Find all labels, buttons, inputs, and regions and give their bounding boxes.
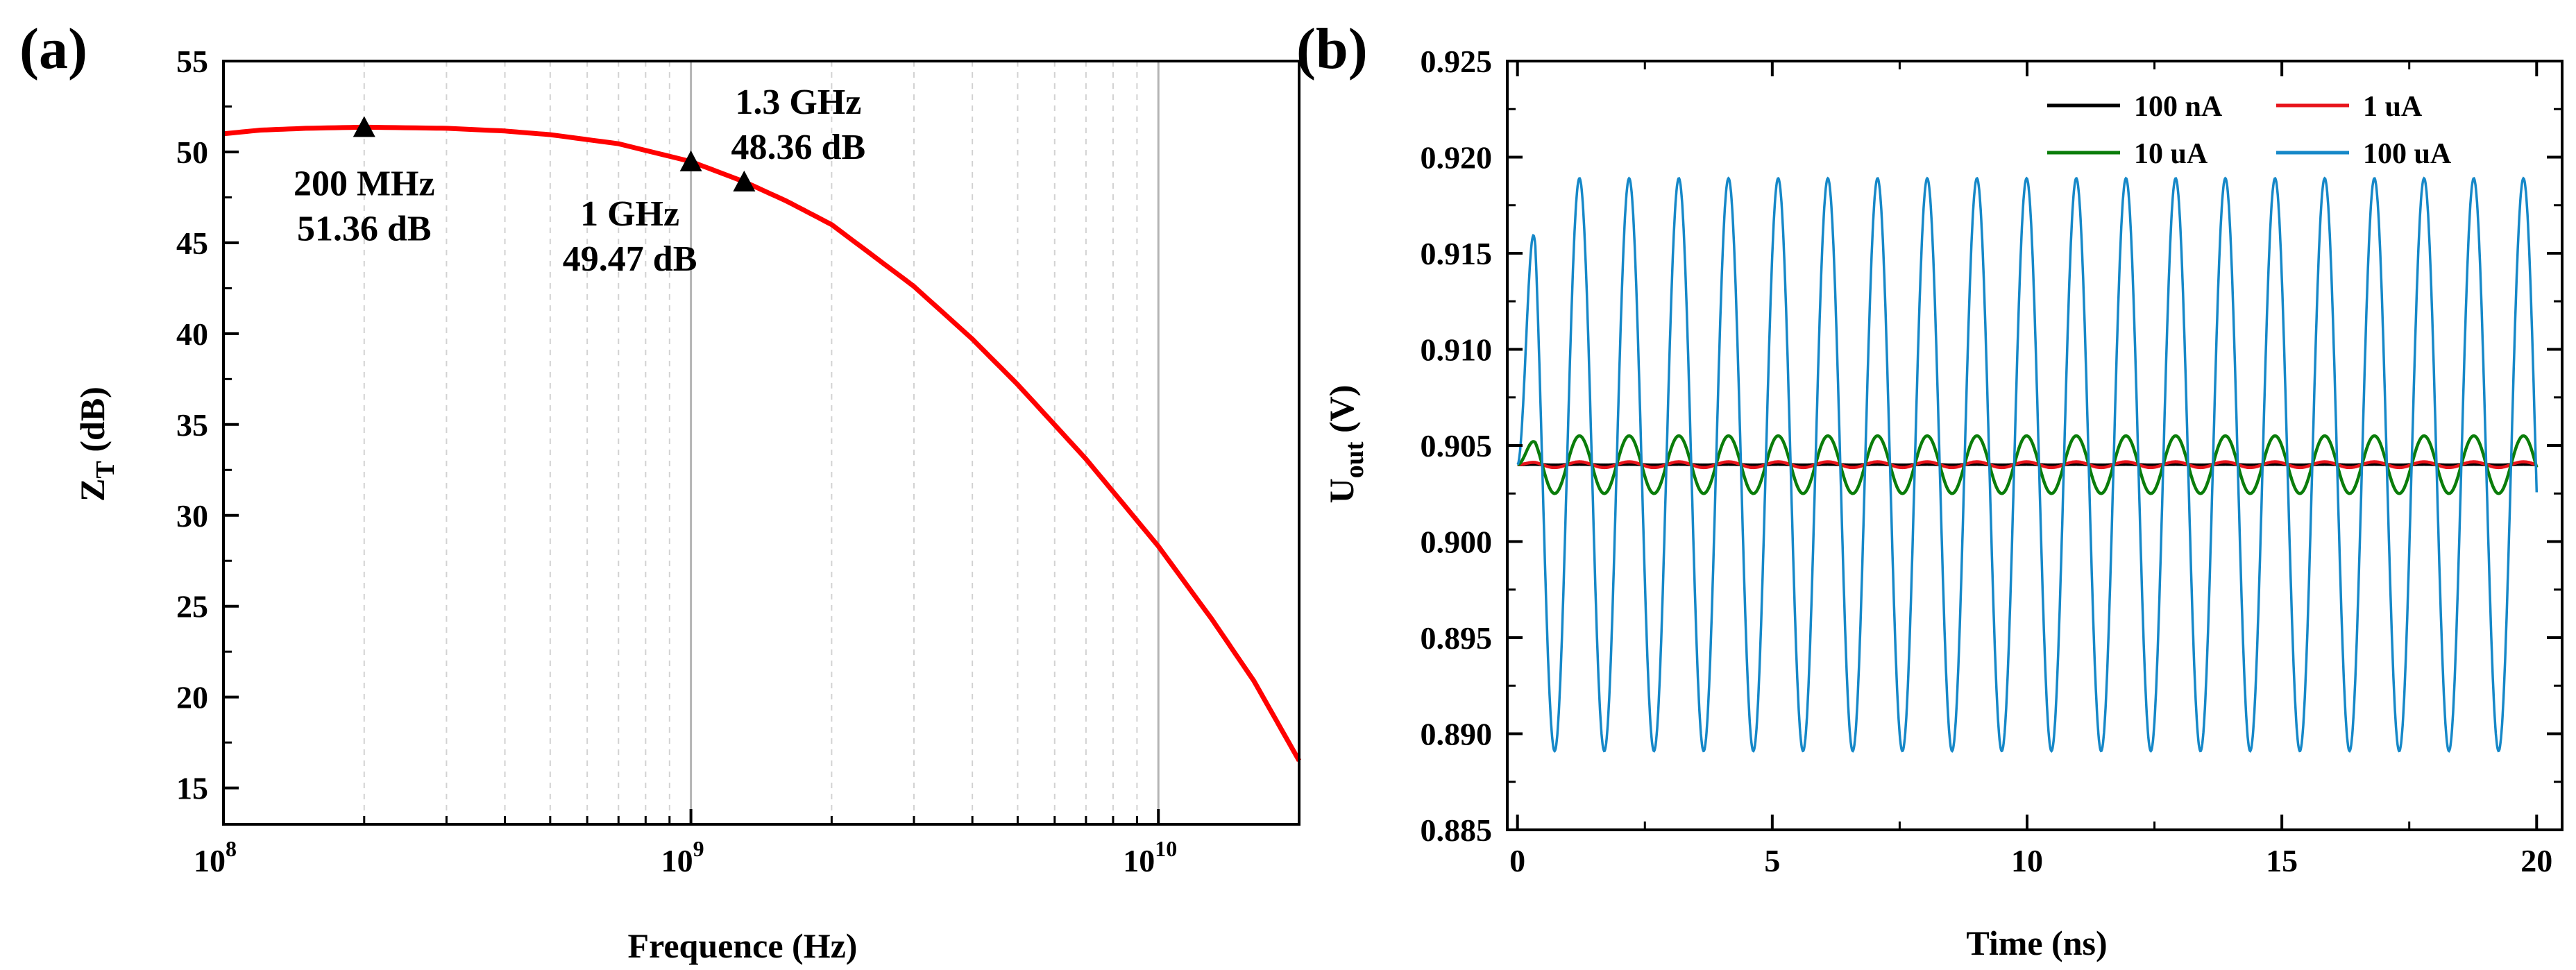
- x-tick-label: 10: [2011, 843, 2043, 878]
- x-tick-label: 20: [2520, 843, 2552, 878]
- panel-b-chart: (b) 0.8850.8900.8950.9000.9050.9100.9150…: [1296, 17, 2564, 962]
- y-tick-label: 0.900: [1421, 525, 1493, 560]
- panel-b-y-axis-title: Uout (V): [1322, 385, 1369, 504]
- panel-b-legend: 100 nA 1 uA 10 uA 100 uA: [2047, 91, 2452, 170]
- y-tick-label: 0.925: [1421, 44, 1493, 79]
- y-tick-label: 20: [176, 680, 208, 715]
- y-tick-label: 0.890: [1421, 717, 1493, 752]
- panel-a-y-ticks: 15 20 25 30 35 40 45 50 55: [176, 44, 239, 806]
- series-line-1: [1517, 460, 2538, 470]
- panel-b-series: [1516, 176, 2539, 754]
- annotation-frequency-1: 1 GHz: [580, 194, 679, 234]
- panel-a-x-axis-title: Frequence (Hz): [628, 926, 858, 965]
- data-marker-1: [679, 150, 702, 171]
- y-tick-label: 25: [176, 589, 208, 624]
- y-tick-label: 30: [176, 498, 208, 534]
- legend-label-1: 1 uA: [2363, 91, 2423, 123]
- x-tick-label: 15: [2266, 843, 2298, 878]
- panel-a-grid: [363, 61, 1160, 824]
- y-tick-label: 55: [176, 44, 208, 79]
- x-tick-label: 1010: [1123, 836, 1177, 878]
- y-tick-label: 0.905: [1421, 428, 1493, 463]
- data-marker-2: [733, 170, 756, 192]
- series-line-2: [1517, 434, 2539, 495]
- panel-b-label: (b): [1296, 17, 1368, 81]
- x-tick-label: 0: [1509, 843, 1525, 878]
- annotation-gain-0: 51.36 dB: [297, 209, 432, 248]
- panel-b-x-axis-title: Time (ns): [1966, 924, 2107, 962]
- y-tick-label: 0.920: [1421, 140, 1493, 176]
- legend-label-2: 10 uA: [2134, 138, 2208, 170]
- y-tick-label: 0.895: [1421, 620, 1493, 656]
- x-tick-label: 108: [194, 836, 237, 878]
- data-marker-0: [353, 116, 375, 137]
- series-line-0: [223, 124, 1302, 763]
- y-tick-label: 0.915: [1421, 236, 1493, 271]
- x-tick-label: 109: [661, 836, 704, 878]
- y-tick-label: 0.885: [1421, 812, 1493, 848]
- series-line-3: [1516, 176, 2539, 754]
- panel-a-series: [223, 124, 1302, 763]
- panel-b-x-ticks: 0 5 10 15 20: [1509, 61, 2552, 878]
- panel-a-chart: (a) 200 MHz 51.36 dB 1 GHz 49.47 dB 1.3 GHz 4…: [19, 17, 1302, 965]
- legend-label-3: 100 uA: [2363, 138, 2452, 170]
- panel-a-markers: [353, 116, 756, 192]
- panel-a-y-axis-title: ZT (dB): [73, 386, 120, 502]
- panel-b-y-ticks: 0.885 0.890 0.895 0.900 0.905 0.910 0.915 0.920…: [1421, 44, 2562, 848]
- x-tick-label: 5: [1764, 843, 1780, 878]
- y-tick-label: 35: [176, 407, 208, 443]
- panel-a-plot-frame: [222, 60, 1300, 826]
- annotation-frequency-0: 200 MHz: [294, 164, 435, 203]
- legend-label-0: 100 nA: [2134, 91, 2223, 123]
- panel-a-label: (a): [19, 17, 87, 81]
- annotation-gain-1: 49.47 dB: [563, 239, 697, 279]
- annotation-gain-2: 48.36 dB: [731, 128, 866, 167]
- panel-a-annotations: 200 MHz 51.36 dB 1 GHz 49.47 dB 1.3 GHz 48.36…: [294, 83, 865, 279]
- y-tick-label: 45: [176, 226, 208, 261]
- y-tick-label: 50: [176, 135, 208, 170]
- y-tick-label: 0.910: [1421, 332, 1493, 368]
- annotation-frequency-2: 1.3 GHz: [735, 83, 861, 122]
- y-tick-label: 15: [176, 771, 208, 806]
- y-tick-label: 40: [176, 316, 208, 352]
- panel-a-x-ticks: 108 109 1010: [194, 809, 1300, 878]
